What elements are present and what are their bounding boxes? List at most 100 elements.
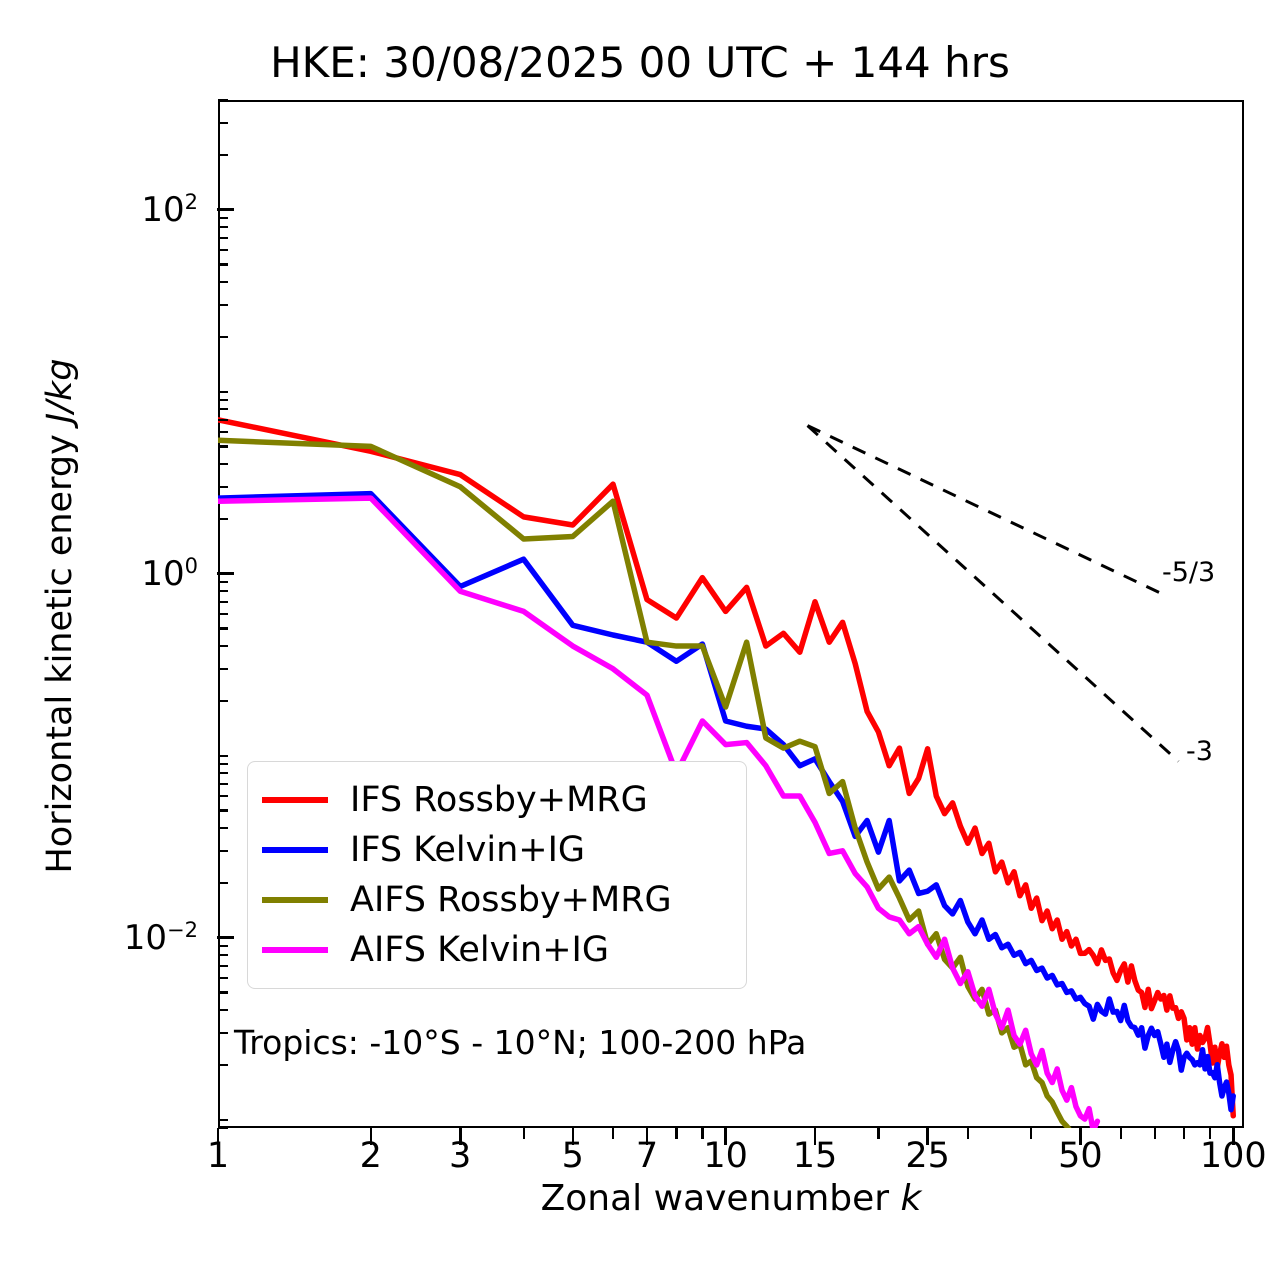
x-tick-label-7: 7 [635,1136,659,1176]
y-axis-minor-tick [218,613,228,616]
y-tick-label-1: 100 [141,553,198,594]
y-axis-major-tick [217,208,234,211]
chart-title: HKE: 30/08/2025 00 UTC + 144 hrs [270,38,1010,87]
x-axis-major-tick [458,1128,462,1145]
y-axis-minor-tick [218,1118,228,1121]
x-axis-label-main: Zonal wavenumber [540,1178,901,1219]
y-axis-minor-tick [218,667,228,670]
slope-label-3: -3 [1186,736,1213,767]
y-axis-minor-tick [218,1009,228,1012]
series-line-aifs-kelvin-ig [218,495,1101,1128]
y-axis-minor-tick [218,390,228,393]
x-axis-minor-tick [877,1128,880,1139]
x-tick-label-5: 5 [561,1136,584,1176]
legend-item-aifs-rossby-mrg[interactable]: AIFS Rossby+MRG [262,875,730,925]
series-lines-svg [218,417,1236,1128]
y-axis-minor-tick [218,795,228,798]
y-axis-minor-tick [218,463,228,466]
y-axis-minor-tick [218,99,228,102]
x-tick-label-15: 15 [792,1136,838,1176]
x-tick-label-1: 1 [206,1136,230,1176]
legend-label: AIFS Kelvin+IG [350,929,609,970]
y-axis-minor-tick [218,445,228,448]
y-axis-minor-tick [218,881,228,885]
y-axis-major-tick [217,572,234,575]
y-axis-minor-tick [218,485,228,488]
y-axis-minor-tick [218,964,228,968]
y-axis-minor-tick [218,121,228,124]
legend-label: IFS Kelvin+IG [350,829,586,870]
x-tick-label-10: 10 [703,1136,748,1176]
y-axis-minor-tick [218,418,228,421]
y-axis-minor-tick [218,430,228,434]
x-axis-minor-tick [966,1128,969,1139]
y-axis-minor-tick [218,248,228,252]
y-axis-minor-tick [218,954,228,957]
x-axis-major-tick [1079,1128,1082,1145]
y-axis-minor-tick [218,216,228,220]
y-axis-minor-tick [218,809,228,812]
y-axis-minor-tick [218,226,228,229]
y-axis-minor-tick [218,627,228,630]
y-axis-minor-tick [218,944,228,948]
region-annotation: Tropics: -10°S - 10°N; 100-200 hPa [234,1023,807,1062]
x-tick-label-100: 100 [1199,1136,1267,1176]
legend-swatch-icon [262,897,328,903]
y-axis-minor-tick [218,827,228,830]
y-axis-minor-tick [218,398,228,402]
x-tick-label-2: 2 [359,1136,382,1176]
y-tick-label-2: 10−2 [123,917,198,958]
x-tick-label-50: 50 [1058,1136,1103,1176]
x-axis-minor-tick [1183,1128,1186,1139]
legend-item-aifs-kelvin-ig[interactable]: AIFS Kelvin+IG [262,925,730,975]
y-axis-label-unit: J/kg [40,358,80,424]
y-axis-minor-tick [218,335,228,338]
x-axis-minor-tick [612,1128,615,1139]
legend-item-ifs-rossby-mrg[interactable]: IFS Rossby+MRG [262,775,730,825]
y-axis-minor-tick [218,590,228,593]
series-line-ifs-rossby-mrg [218,417,1236,1119]
y-axis-minor-tick [218,517,228,520]
x-axis-major-tick [369,1128,373,1145]
y-axis-minor-tick [218,699,228,703]
x-tick-label-3: 3 [449,1136,472,1176]
x-axis-major-tick [813,1128,817,1145]
x-axis-major-tick [571,1128,575,1145]
x-axis-major-tick [926,1128,930,1145]
x-axis-minor-tick [1209,1128,1212,1139]
y-axis-minor-tick [218,281,228,284]
legend-swatch-icon [262,847,328,853]
x-tick-label-25: 25 [905,1136,950,1176]
y-axis-minor-tick [218,1031,228,1034]
series-line-aifs-rossby-mrg [218,437,1072,1128]
y-axis-minor-tick [218,772,228,775]
y-axis-label: Horizontal kinetic energy J/kg [40,246,80,986]
x-axis-minor-tick [1153,1128,1156,1139]
y-axis-minor-tick [218,236,228,239]
chart-legend: IFS Rossby+MRG IFS Kelvin+IG AIFS Rossby+M… [247,761,747,989]
x-axis-major-tick [1232,1128,1235,1145]
y-axis-minor-tick [218,754,228,757]
y-axis-minor-tick [218,849,228,852]
x-axis-major-tick [724,1128,728,1145]
y-axis-major-tick [217,936,234,939]
y-axis-minor-tick [218,1127,228,1130]
legend-label: IFS Rossby+MRG [350,779,648,820]
legend-label: AIFS Rossby+MRG [350,879,672,920]
reference-slope-line-5-3 [806,424,1162,595]
legend-item-ifs-kelvin-ig[interactable]: IFS Kelvin+IG [262,825,730,875]
y-axis-minor-tick [218,153,228,156]
y-axis-label-main: Horizontal kinetic energy [40,423,80,874]
x-axis-minor-tick [675,1128,678,1139]
slope-label-5-3: -5/3 [1162,557,1216,588]
y-tick-label-0: 102 [141,189,198,230]
y-axis-minor-tick [218,408,228,411]
x-axis-label: Zonal wavenumber k [218,1178,1244,1219]
y-axis-minor-tick [218,263,228,266]
x-axis-minor-tick [1119,1128,1122,1139]
y-axis-minor-tick [218,977,228,980]
y-axis-minor-tick [218,1063,228,1067]
x-axis-major-tick [645,1128,649,1145]
y-axis-minor-tick [218,600,228,603]
